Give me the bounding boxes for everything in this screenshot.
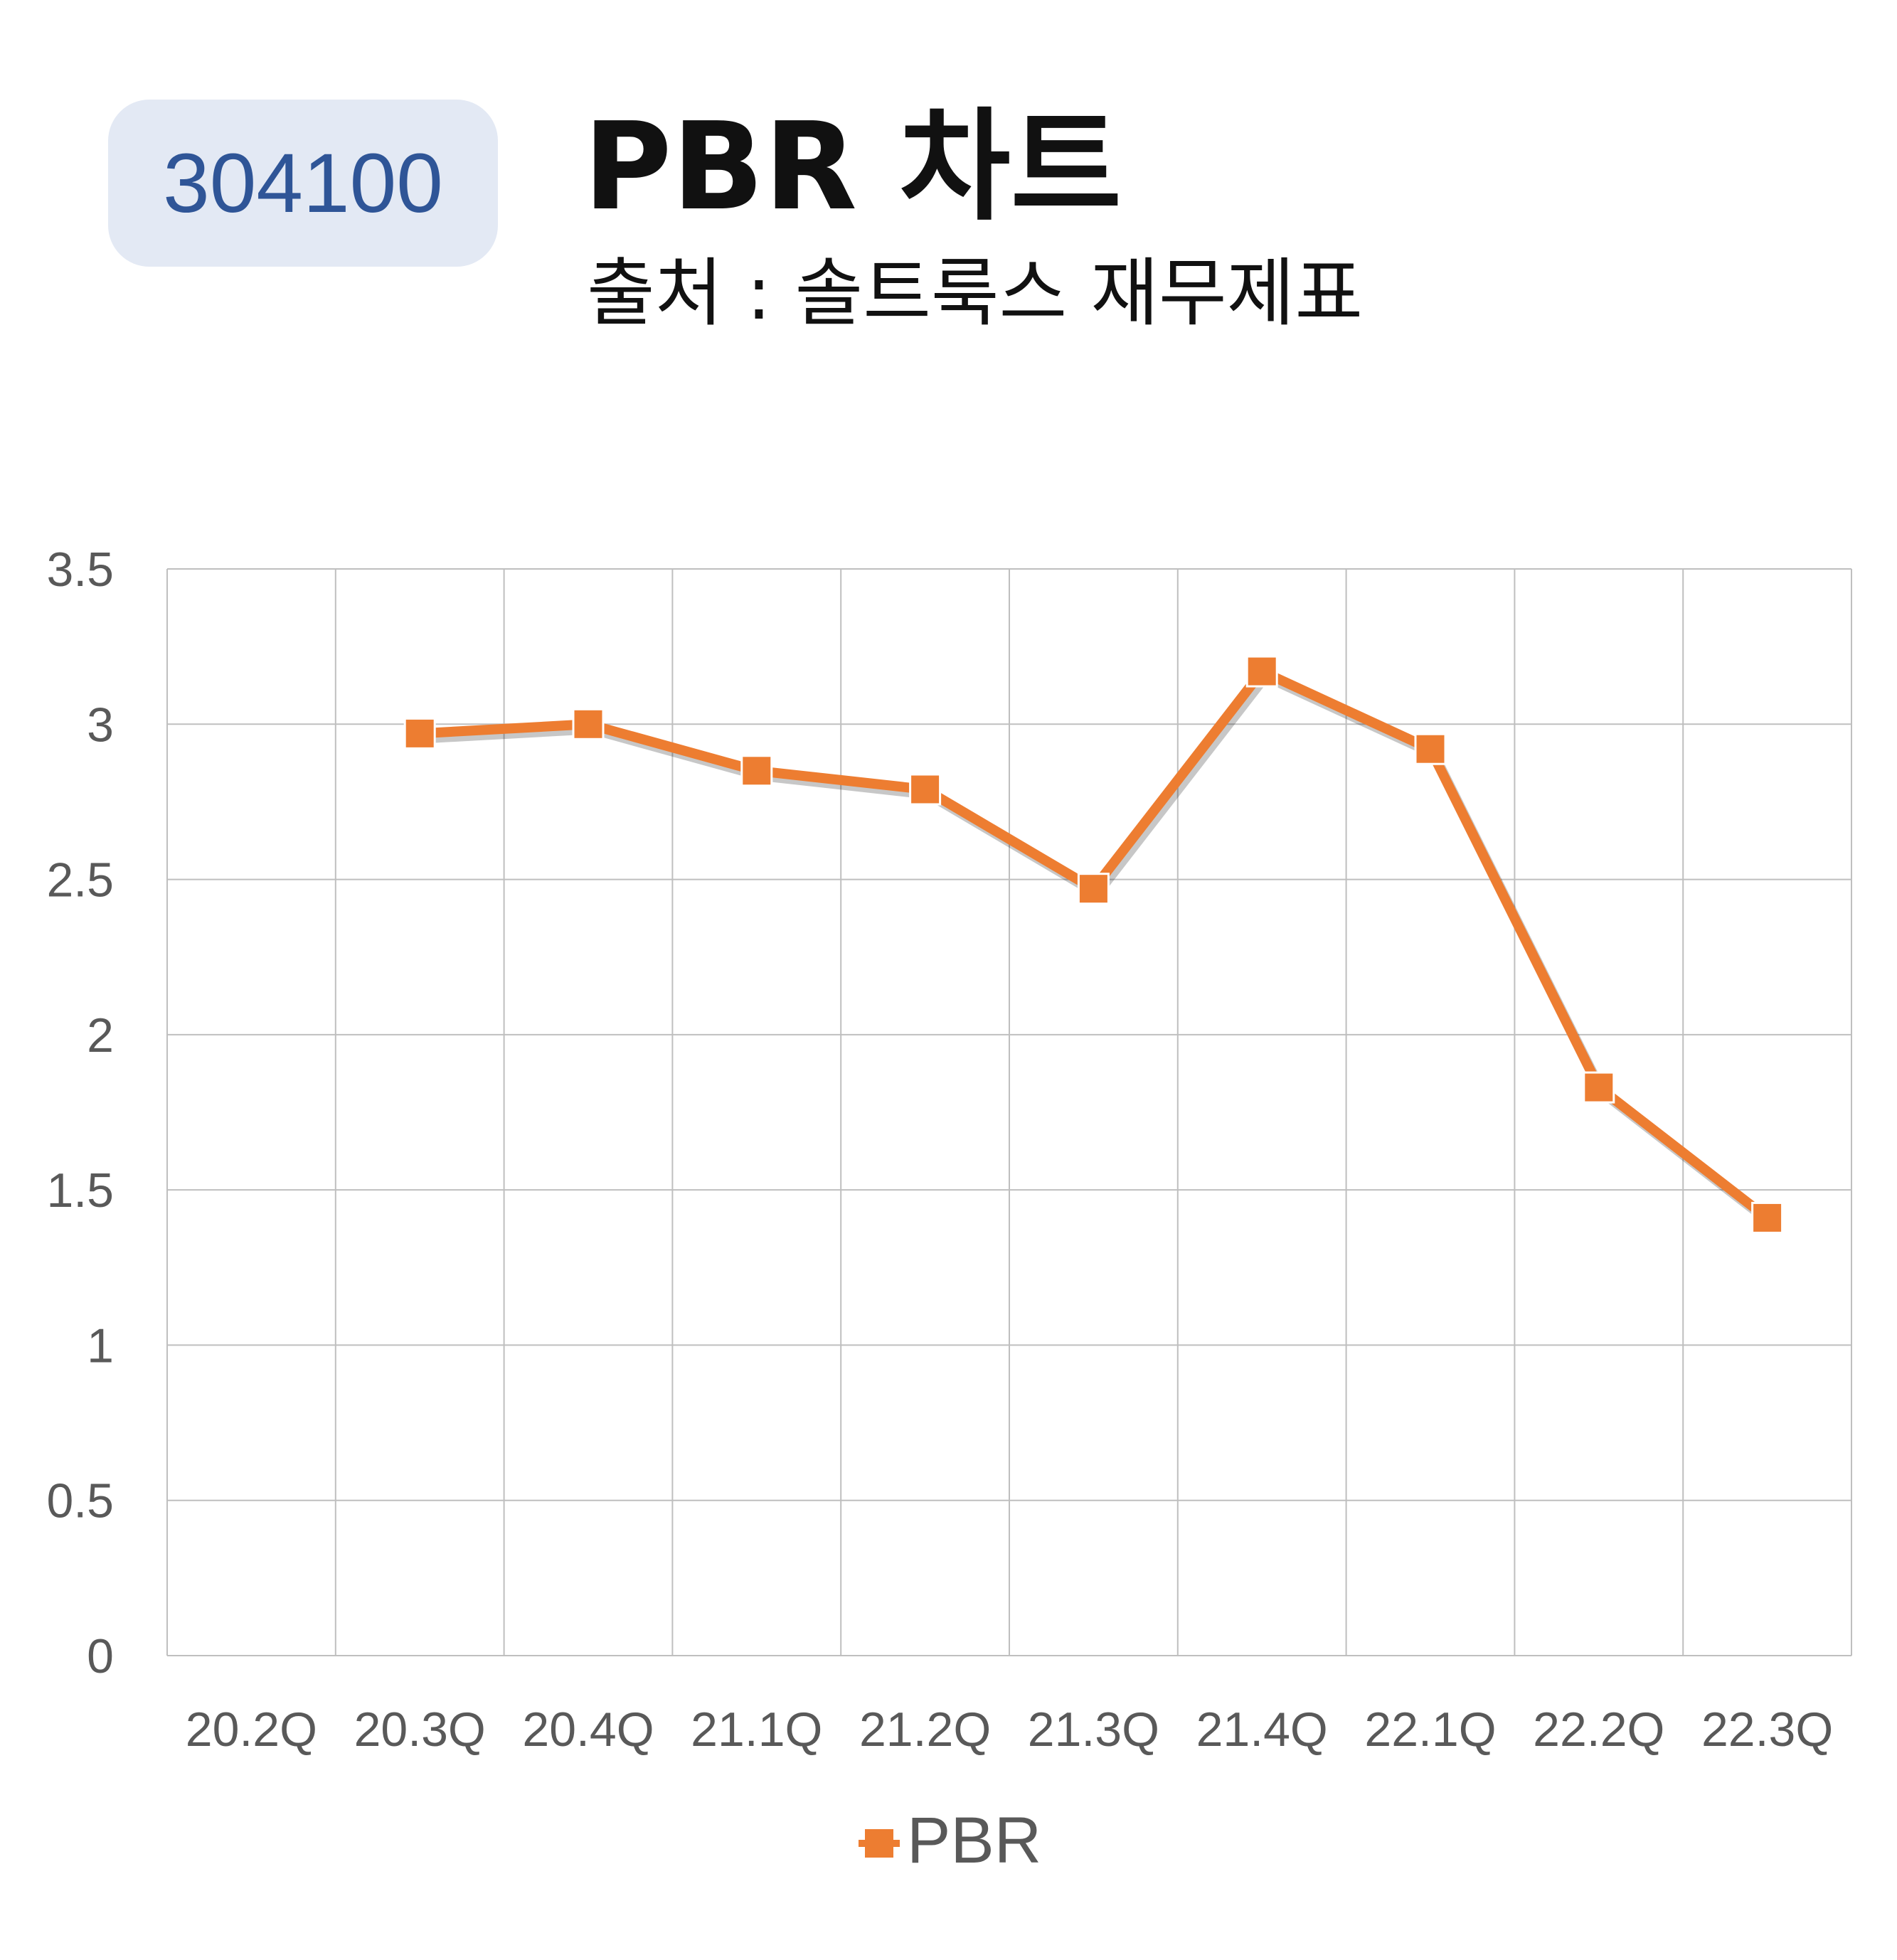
pbr-data-point xyxy=(403,717,436,750)
legend-marker-swatch xyxy=(865,1829,893,1858)
chart-subtitle: 출처 : 솔트룩스 재무제표 xyxy=(587,250,1364,336)
pbr-data-point xyxy=(1751,1201,1784,1234)
chart-grid xyxy=(166,568,1852,1656)
legend-label-pbr: PBR xyxy=(907,1804,1041,1877)
pbr-data-point xyxy=(740,755,773,787)
pbr-data-point xyxy=(1583,1071,1615,1104)
x-tick-label: 22.2Q xyxy=(1533,1703,1664,1757)
y-tick-label: 3 xyxy=(87,698,114,752)
y-tick-label: 1 xyxy=(87,1319,114,1373)
pbr-data-point xyxy=(1414,733,1447,765)
y-axis-ticks: 0 0.5 1 1.5 2 2.5 3 3.5 xyxy=(46,543,114,1683)
x-tick-label: 21.3Q xyxy=(1028,1703,1159,1757)
y-tick-label: 3.5 xyxy=(46,543,114,597)
pbr-data-point xyxy=(1077,873,1110,905)
x-tick-label: 22.1Q xyxy=(1364,1703,1496,1757)
x-tick-label: 21.1Q xyxy=(691,1703,822,1757)
stock-code-badge: 304100 xyxy=(108,100,498,267)
pbr-data-point xyxy=(1245,655,1278,688)
x-axis-ticks: 20.2Q 20.3Q 20.4Q 21.1Q 21.2Q 21.3Q 21.4Q 22.1Q… xyxy=(186,1703,1833,1757)
x-tick-label: 20.4Q xyxy=(522,1703,654,1757)
x-tick-label: 21.4Q xyxy=(1196,1703,1328,1757)
x-tick-label: 20.2Q xyxy=(186,1703,317,1757)
chart-title: PBR 차트 xyxy=(583,97,1122,238)
chart-legend: PBR xyxy=(859,1804,1041,1877)
stock-code-label: 304100 xyxy=(163,136,443,230)
pbr-data-point xyxy=(909,773,942,806)
x-tick-label: 20.3Q xyxy=(354,1703,486,1757)
chart-series xyxy=(403,655,1784,1234)
y-tick-label: 2.5 xyxy=(46,853,114,907)
y-tick-label: 0 xyxy=(87,1629,114,1683)
y-tick-label: 2 xyxy=(87,1008,114,1062)
series-line-shadow xyxy=(423,671,1774,1227)
pbr-data-point xyxy=(572,708,605,740)
y-tick-label: 0.5 xyxy=(46,1474,114,1528)
y-tick-label: 1.5 xyxy=(46,1163,114,1218)
pbr-series-line xyxy=(419,666,1770,1222)
x-tick-label: 22.3Q xyxy=(1701,1703,1833,1757)
x-tick-label: 21.2Q xyxy=(859,1703,991,1757)
